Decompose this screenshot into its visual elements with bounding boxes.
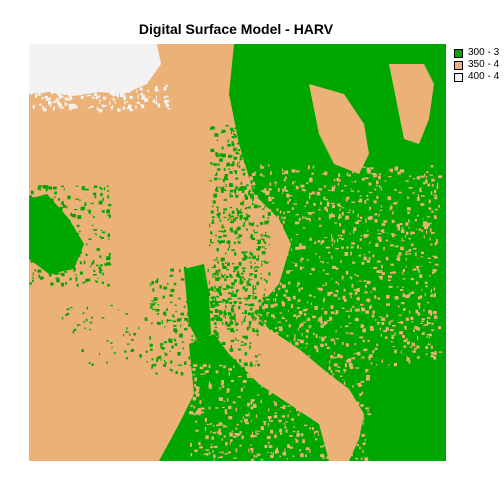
legend-label: 400 - 4 xyxy=(468,71,500,82)
legend-item-350: 350 - 4 xyxy=(454,59,504,71)
legend: 300 - 3 350 - 4 400 - 4 xyxy=(454,47,504,83)
legend-swatch-green xyxy=(454,48,463,58)
legend-swatch-white xyxy=(454,72,463,82)
raster-class-400-450 xyxy=(29,44,172,113)
legend-label: 300 - 3 xyxy=(468,47,500,58)
legend-item-300: 300 - 3 xyxy=(454,47,504,59)
legend-label: 350 - 4 xyxy=(468,59,500,70)
raster-class-300-350 xyxy=(29,44,446,461)
raster-map xyxy=(29,44,446,461)
plot-title: Digital Surface Model - HARV xyxy=(138,21,334,37)
legend-swatch-tan xyxy=(454,60,463,70)
legend-item-400: 400 - 4 xyxy=(454,71,504,83)
